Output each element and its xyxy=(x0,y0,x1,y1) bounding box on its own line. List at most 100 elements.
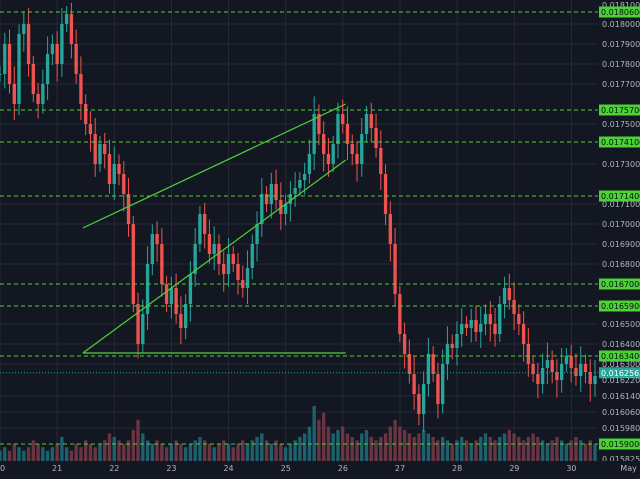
candle-body[interactable] xyxy=(322,134,326,154)
candle-body[interactable] xyxy=(355,154,359,164)
candle-body[interactable] xyxy=(3,44,7,74)
candle-body[interactable] xyxy=(169,288,174,304)
candle-body[interactable] xyxy=(260,194,264,224)
candle-body[interactable] xyxy=(560,364,564,380)
candle-body[interactable] xyxy=(255,224,259,244)
level-price-tag[interactable] xyxy=(599,136,640,148)
last-price-tag[interactable] xyxy=(599,367,640,379)
candle-body[interactable] xyxy=(288,194,293,204)
candle-body[interactable] xyxy=(88,124,93,134)
candle-body[interactable] xyxy=(69,14,74,44)
candle-body[interactable] xyxy=(188,274,193,304)
candle-body[interactable] xyxy=(402,334,407,354)
candle-body[interactable] xyxy=(64,14,69,24)
candle-body[interactable] xyxy=(226,254,231,274)
candle-body[interactable] xyxy=(245,268,250,288)
candle-body[interactable] xyxy=(60,24,64,64)
candle-body[interactable] xyxy=(398,294,402,334)
candle-body[interactable] xyxy=(550,360,554,372)
candle-body[interactable] xyxy=(45,54,50,84)
candle-body[interactable] xyxy=(564,356,569,364)
candle-body[interactable] xyxy=(536,374,540,384)
candle-body[interactable] xyxy=(207,234,212,254)
candle-body[interactable] xyxy=(7,44,12,84)
level-price-tag[interactable] xyxy=(599,350,640,362)
candle-body[interactable] xyxy=(426,354,431,384)
time-axis-panel[interactable] xyxy=(0,461,640,475)
candle-body[interactable] xyxy=(164,284,169,304)
candle-body[interactable] xyxy=(122,174,126,194)
candle-body[interactable] xyxy=(360,134,364,164)
candle-body[interactable] xyxy=(388,214,392,244)
candle-body[interactable] xyxy=(517,314,521,324)
candle-body[interactable] xyxy=(350,144,354,154)
candle-body[interactable] xyxy=(588,372,592,384)
candle-body[interactable] xyxy=(379,148,383,174)
candle-body[interactable] xyxy=(12,84,16,104)
candle-body[interactable] xyxy=(341,114,345,124)
candle-body[interactable] xyxy=(145,264,150,314)
candle-body[interactable] xyxy=(74,44,78,74)
candle-body[interactable] xyxy=(526,344,531,364)
candle-body[interactable] xyxy=(336,114,340,144)
candle-body[interactable] xyxy=(583,364,588,372)
candle-body[interactable] xyxy=(250,244,254,268)
candle-body[interactable] xyxy=(55,44,59,64)
candle-body[interactable] xyxy=(0,74,2,75)
level-price-tag[interactable] xyxy=(599,6,640,18)
candle-body[interactable] xyxy=(531,364,535,374)
candle-body[interactable] xyxy=(417,394,421,414)
candle-body[interactable] xyxy=(374,128,378,148)
candle-body[interactable] xyxy=(445,344,450,364)
level-price-tag[interactable] xyxy=(599,278,640,290)
candle-body[interactable] xyxy=(222,264,226,274)
candle-body[interactable] xyxy=(193,244,197,274)
level-price-tag[interactable] xyxy=(599,190,640,202)
candle-body[interactable] xyxy=(369,114,373,128)
trendline[interactable] xyxy=(82,159,347,354)
candle-body[interactable] xyxy=(464,324,469,328)
candle-body[interactable] xyxy=(493,324,497,334)
horizontal-levels[interactable] xyxy=(0,11,598,445)
candle-body[interactable] xyxy=(412,374,416,394)
trendlines[interactable] xyxy=(82,103,347,354)
candle-body[interactable] xyxy=(198,214,202,244)
candle-body[interactable] xyxy=(41,84,45,104)
candle-body[interactable] xyxy=(469,320,473,328)
candle-body[interactable] xyxy=(498,304,502,334)
candle-body[interactable] xyxy=(26,24,31,64)
candle-body[interactable] xyxy=(579,364,583,376)
candle-body[interactable] xyxy=(112,164,116,184)
level-price-tag[interactable] xyxy=(599,300,640,312)
candle-body[interactable] xyxy=(574,368,578,376)
time-axis[interactable]: 20 21 22 23 24 25 26 27 28 29 30 May xyxy=(0,464,637,473)
candle-body[interactable] xyxy=(131,224,135,304)
candle-body[interactable] xyxy=(150,234,154,264)
candle-body[interactable] xyxy=(217,244,221,264)
level-price-tag[interactable] xyxy=(599,438,640,450)
candle-body[interactable] xyxy=(345,124,350,144)
candle-body[interactable] xyxy=(98,144,102,164)
candle-body[interactable] xyxy=(22,24,26,34)
candle-body[interactable] xyxy=(141,314,145,344)
candle-body[interactable] xyxy=(540,368,545,384)
candle-body[interactable] xyxy=(155,234,159,244)
candle-body[interactable] xyxy=(274,184,278,200)
candle-body[interactable] xyxy=(364,114,369,134)
candle-body[interactable] xyxy=(283,204,288,214)
level-price-tag[interactable] xyxy=(599,104,640,116)
candle-body[interactable] xyxy=(183,304,188,328)
candle-body[interactable] xyxy=(436,374,440,404)
candle-body[interactable] xyxy=(502,288,507,304)
price-axis[interactable]: 0.01810000 0.01800000 0.01790000 0.01780000… xyxy=(599,1,640,464)
candle-body[interactable] xyxy=(179,314,183,328)
candle-body[interactable] xyxy=(241,280,245,288)
candle-body[interactable] xyxy=(545,360,550,368)
candle-body[interactable] xyxy=(31,64,35,94)
candle-body[interactable] xyxy=(107,154,112,184)
candle-body[interactable] xyxy=(136,304,140,344)
candle-body[interactable] xyxy=(93,134,97,164)
candle-body[interactable] xyxy=(593,376,597,384)
candle-body[interactable] xyxy=(455,334,459,348)
candle-body[interactable] xyxy=(231,254,235,264)
